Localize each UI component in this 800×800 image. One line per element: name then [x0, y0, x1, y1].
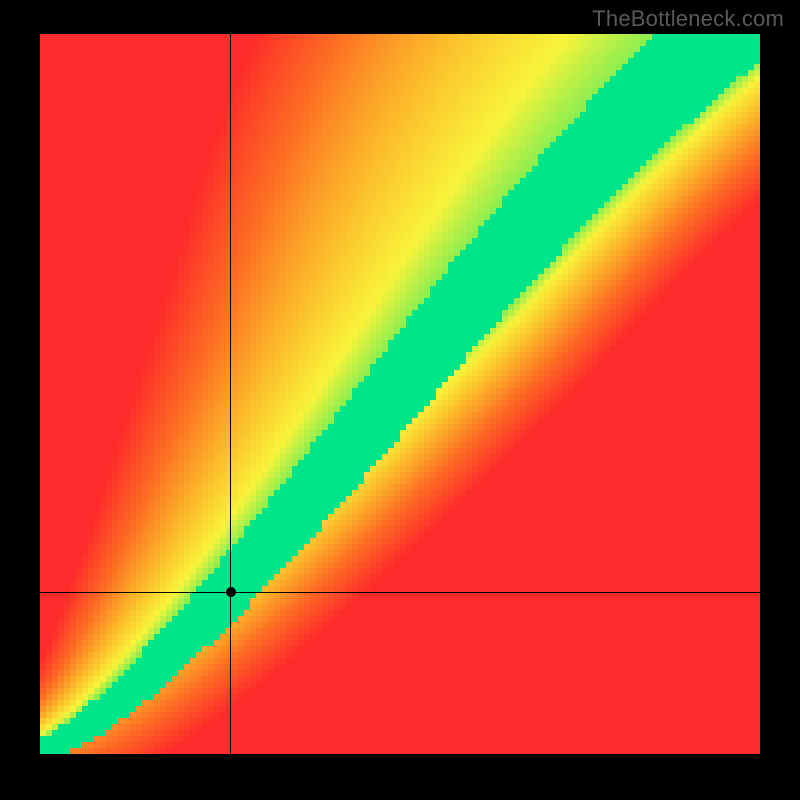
marker-dot	[226, 587, 236, 597]
crosshair-vertical	[230, 34, 231, 754]
heatmap-canvas	[40, 34, 760, 754]
chart-container: TheBottleneck.com	[0, 0, 800, 800]
crosshair-horizontal	[40, 592, 760, 593]
watermark-text: TheBottleneck.com	[592, 6, 784, 32]
